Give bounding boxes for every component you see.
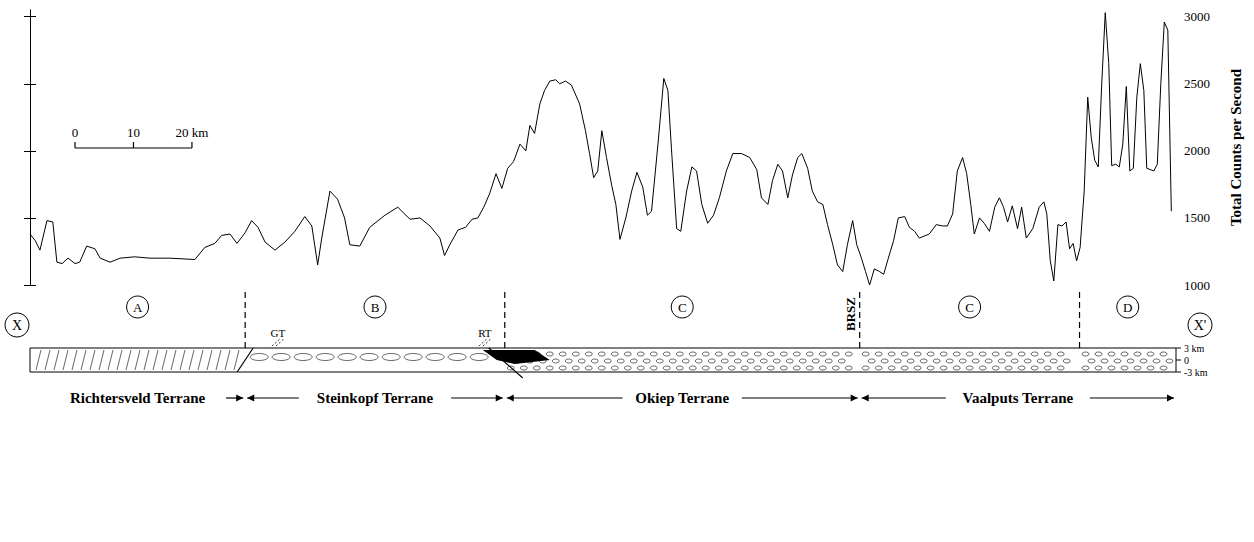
svg-text:0: 0 bbox=[1184, 355, 1189, 366]
svg-text:X': X' bbox=[1194, 318, 1207, 333]
svg-text:1000: 1000 bbox=[1184, 278, 1210, 293]
svg-text:Okiep Terrane: Okiep Terrane bbox=[635, 390, 729, 406]
svg-text:RT: RT bbox=[478, 327, 492, 339]
svg-text:Vaalputs Terrane: Vaalputs Terrane bbox=[962, 390, 1073, 406]
svg-text:Richtersveld Terrane: Richtersveld Terrane bbox=[70, 390, 206, 406]
svg-text:C: C bbox=[965, 300, 974, 315]
svg-text:C: C bbox=[678, 300, 687, 315]
svg-text:X: X bbox=[12, 318, 22, 333]
svg-text:2000: 2000 bbox=[1184, 143, 1210, 158]
svg-text:-3 km: -3 km bbox=[1184, 367, 1208, 378]
svg-text:B: B bbox=[371, 300, 380, 315]
svg-text:1500: 1500 bbox=[1184, 210, 1210, 225]
svg-text:Steinkopf Terrane: Steinkopf Terrane bbox=[317, 390, 434, 406]
svg-text:2500: 2500 bbox=[1184, 76, 1210, 91]
svg-text:BRSZ: BRSZ bbox=[843, 297, 858, 331]
svg-text:20 km: 20 km bbox=[176, 125, 209, 140]
svg-text:0: 0 bbox=[72, 125, 79, 140]
svg-text:3 km: 3 km bbox=[1184, 343, 1205, 354]
svg-text:A: A bbox=[133, 300, 143, 315]
svg-text:D: D bbox=[1123, 300, 1132, 315]
svg-text:GT: GT bbox=[271, 327, 286, 339]
svg-text:10: 10 bbox=[127, 125, 140, 140]
svg-text:3000: 3000 bbox=[1184, 9, 1210, 24]
svg-text:Total Counts per Second: Total Counts per Second bbox=[1228, 68, 1244, 226]
